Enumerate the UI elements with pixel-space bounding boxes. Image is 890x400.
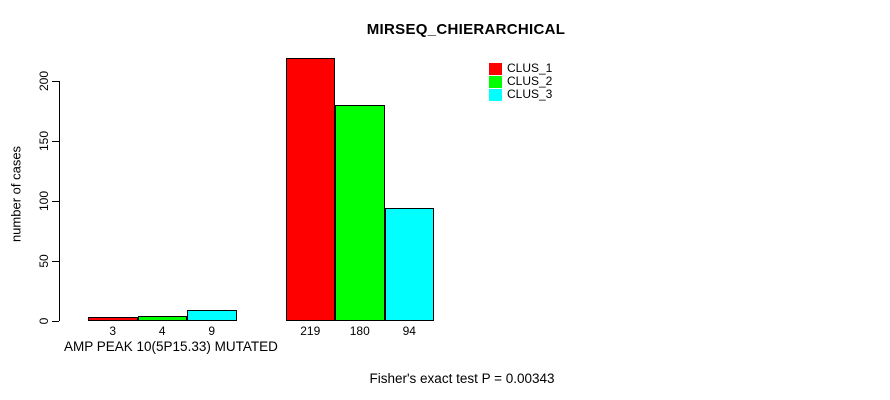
y-tick-label: 100 bbox=[37, 190, 51, 212]
legend-swatch-icon bbox=[489, 75, 502, 88]
y-tick-mark bbox=[52, 260, 59, 262]
y-tick-label: 0 bbox=[37, 317, 51, 325]
bar-value-label: 219 bbox=[300, 324, 321, 338]
bar bbox=[88, 317, 138, 321]
y-tick-label: 50 bbox=[37, 254, 51, 268]
chart-title: MIRSEQ_CHIERARCHICAL bbox=[366, 21, 566, 38]
y-tick-mark bbox=[52, 140, 59, 142]
bar bbox=[285, 58, 335, 321]
fisher-test-note: Fisher's exact test P = 0.00343 bbox=[369, 371, 555, 386]
legend-item: CLUS_2 bbox=[489, 75, 552, 88]
bar bbox=[187, 310, 237, 321]
y-tick-label: 200 bbox=[37, 70, 51, 92]
x-axis-group-label: AMP PEAK 10(5P15.33) MUTATED bbox=[64, 339, 278, 354]
bar bbox=[335, 105, 385, 321]
bar bbox=[384, 208, 434, 321]
y-tick-mark bbox=[52, 320, 59, 322]
bar-value-label: 94 bbox=[402, 324, 416, 338]
bar-value-label: 9 bbox=[208, 324, 216, 338]
legend-item: CLUS_1 bbox=[489, 62, 552, 75]
y-tick-mark bbox=[52, 200, 59, 202]
y-axis-label: number of cases bbox=[8, 145, 24, 243]
y-tick-mark bbox=[52, 80, 59, 82]
legend-label: CLUS_3 bbox=[507, 87, 553, 101]
bar-value-label: 4 bbox=[158, 324, 166, 338]
bar-value-label: 3 bbox=[109, 324, 117, 338]
y-axis-line bbox=[59, 81, 60, 321]
legend-label: CLUS_1 bbox=[507, 61, 553, 75]
y-tick-label: 150 bbox=[37, 130, 51, 152]
legend: CLUS_1 CLUS_2 CLUS_3 bbox=[489, 62, 552, 101]
legend-swatch-icon bbox=[489, 88, 502, 101]
legend-label: CLUS_2 bbox=[507, 74, 553, 88]
legend-item: CLUS_3 bbox=[489, 88, 552, 101]
bar bbox=[137, 316, 187, 321]
legend-swatch-icon bbox=[489, 62, 502, 75]
bar-value-label: 180 bbox=[349, 324, 370, 338]
